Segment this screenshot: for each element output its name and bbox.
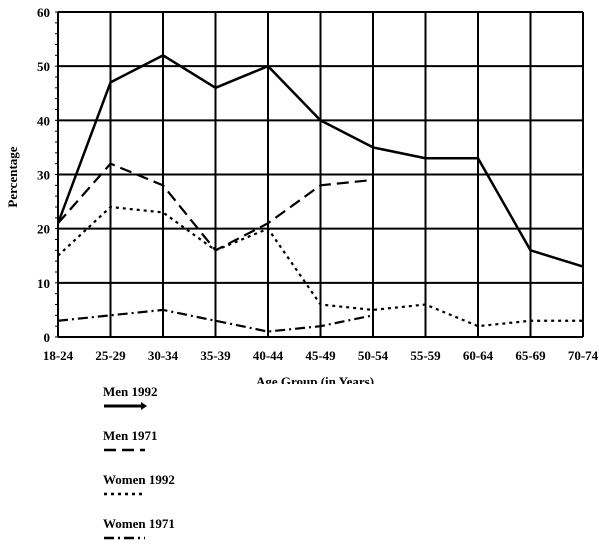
y-tick-label: 30 xyxy=(37,168,50,183)
x-tick-label: 45-49 xyxy=(305,348,336,363)
legend-label: Women 1992 xyxy=(103,472,175,487)
y-axis-title: Percentage xyxy=(5,146,20,207)
grid-lines xyxy=(55,11,584,338)
x-tick-label: 60-64 xyxy=(463,348,494,363)
series-lines xyxy=(56,54,584,333)
x-tick-label: 35-39 xyxy=(200,348,231,363)
x-axis-ticks: 18-24 25-29 30-34 35-39 40-44 45-49 50-54 55-59… xyxy=(43,348,599,363)
legend-label: Men 1992 xyxy=(103,384,158,399)
line-chart: 0 10 20 30 40 50 60 18-24 25-29 30-34 35-39 40-44 4… xyxy=(5,5,599,384)
series-line-women-1992 xyxy=(57,205,583,328)
x-tick-label: 70-74 xyxy=(568,348,599,363)
y-tick-label: 50 xyxy=(37,59,50,74)
x-tick-label: 50-54 xyxy=(358,348,389,363)
legend-swatch-men-1971 xyxy=(104,448,145,452)
x-tick-label: 18-24 xyxy=(43,348,74,363)
y-axis-ticks: 0 10 20 30 40 50 60 xyxy=(37,5,50,345)
legend-item-women-1992: Women 1992 xyxy=(103,472,263,512)
legend-swatch-women-1971 xyxy=(104,536,145,540)
legend-item-men-1992: Men 1992 xyxy=(103,384,263,424)
legend-swatch-women-1992 xyxy=(104,492,145,496)
y-tick-label: 20 xyxy=(37,222,50,237)
legend: Men 1992 Men 1971 Women 1992 Women 1971 xyxy=(103,384,263,550)
x-axis-title: Age Group (in Years) xyxy=(256,374,374,384)
legend-item-women-1971: Women 1971 xyxy=(103,516,263,556)
series-line-women-1971 xyxy=(57,308,374,333)
x-tick-label: 40-44 xyxy=(253,348,284,363)
series-line-men-1992 xyxy=(56,54,584,268)
legend-swatch-men-1992 xyxy=(104,402,147,410)
legend-label: Women 1971 xyxy=(103,516,175,531)
y-tick-label: 10 xyxy=(37,276,50,291)
x-tick-label: 55-59 xyxy=(410,348,441,363)
y-tick-label: 40 xyxy=(37,113,50,128)
x-tick-label: 65-69 xyxy=(515,348,546,363)
y-tick-label: 60 xyxy=(37,5,50,20)
x-tick-label: 25-29 xyxy=(95,348,126,363)
y-tick-label: 0 xyxy=(44,330,51,345)
x-tick-label: 30-34 xyxy=(148,348,179,363)
legend-item-men-1971: Men 1971 xyxy=(103,428,263,468)
legend-label: Men 1971 xyxy=(103,428,158,443)
